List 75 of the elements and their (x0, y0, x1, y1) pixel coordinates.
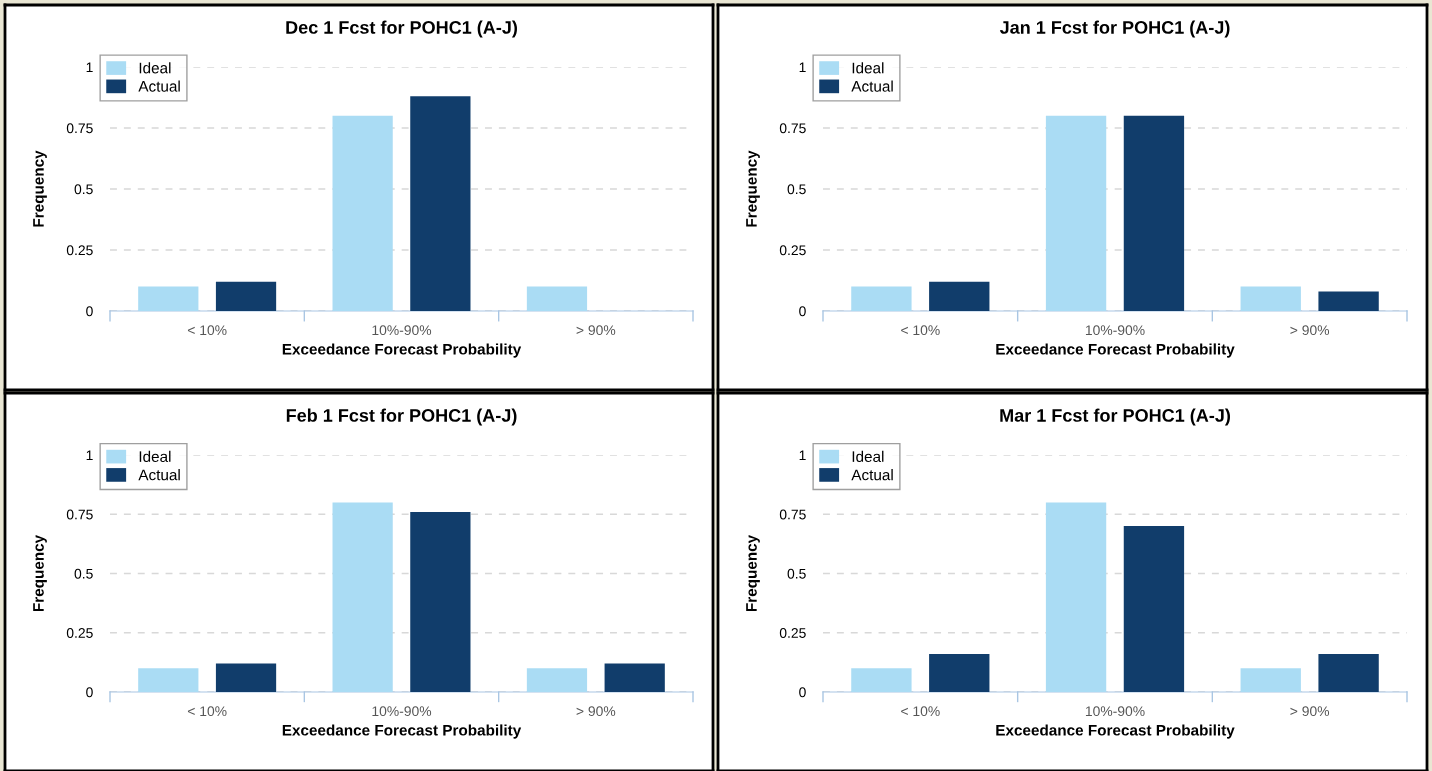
bar (410, 511, 471, 692)
y-tick-label: 0.5 (74, 184, 93, 195)
y-tick-label: 0.75 (66, 123, 93, 134)
chart-title: Jan 1 Fcst for POHC1 (A-J) (999, 20, 1230, 38)
y-tick-label: 0.25 (779, 628, 806, 638)
y-axis-title: Frequency (33, 534, 47, 612)
bar (138, 286, 199, 311)
y-tick-label: 0.5 (787, 568, 806, 579)
y-tick-label: 0.75 (66, 509, 93, 520)
x-axis-title: Exceedance Forecast Probability (996, 343, 1235, 358)
bar (332, 115, 393, 311)
bar (604, 663, 665, 692)
legend-label: Actual (851, 80, 893, 92)
x-tick-label: < 10% (187, 706, 227, 717)
y-tick-label: 0.5 (74, 568, 93, 579)
y-axis-title: Frequency (746, 150, 760, 227)
legend-label: Actual (138, 80, 180, 92)
x-axis-title: Exceedance Forecast Probability (282, 724, 522, 739)
bar (526, 286, 588, 311)
legend-label: Actual (138, 469, 180, 481)
x-tick-label: > 90% (576, 706, 616, 717)
y-tick-label: 1 (86, 450, 93, 461)
y-axis-title: Frequency (33, 150, 47, 227)
legend-label: Ideal (139, 62, 171, 74)
bar (929, 281, 990, 311)
bar (215, 281, 277, 311)
y-tick-label: 0.5 (787, 184, 806, 195)
chart-title: Dec 1 Fcst for POHC1 (A-J) (286, 20, 517, 38)
x-tick-label: < 10% (901, 325, 940, 336)
bar (1240, 668, 1301, 692)
x-axis-title: Exceedance Forecast Probability (282, 343, 522, 358)
bar (1123, 526, 1185, 692)
y-tick-label: 0 (799, 306, 806, 317)
bar (851, 286, 912, 311)
bar (1045, 502, 1107, 692)
bar (526, 668, 588, 692)
bar (1123, 115, 1185, 311)
legend-label: Ideal (852, 450, 884, 463)
y-axis-title: Frequency (746, 534, 760, 612)
x-axis-title: Exceedance Forecast Probability (996, 724, 1235, 739)
bar (215, 663, 277, 692)
bar (1240, 286, 1301, 311)
bar (138, 668, 199, 692)
bar (851, 668, 912, 692)
y-tick-label: 1 (86, 62, 93, 73)
y-tick-label: 0.25 (66, 245, 93, 256)
x-tick-label: 10%-90% (372, 706, 432, 717)
y-tick-label: 0.25 (66, 628, 93, 638)
y-tick-label: 0.25 (779, 245, 806, 256)
x-tick-label: 10%-90% (1085, 706, 1145, 717)
x-tick-label: < 10% (901, 706, 940, 717)
y-tick-label: 0 (799, 687, 806, 698)
legend-label: Ideal (852, 62, 884, 74)
y-tick-label: 0 (86, 687, 93, 698)
y-tick-label: 0 (86, 306, 93, 317)
bar (332, 502, 393, 692)
chart-title: Mar 1 Fcst for POHC1 (A-J) (1000, 408, 1230, 426)
y-tick-label: 1 (799, 450, 806, 461)
bar (410, 96, 471, 311)
y-tick-label: 0.75 (779, 509, 806, 520)
x-tick-label: > 90% (576, 325, 616, 336)
legend-label: Ideal (139, 450, 171, 463)
legend-label: Actual (851, 469, 893, 481)
bar (1318, 654, 1379, 692)
x-tick-label: < 10% (187, 325, 227, 336)
bar (1318, 291, 1379, 311)
y-tick-label: 0.75 (779, 123, 806, 134)
bar (1045, 115, 1107, 311)
bar (929, 654, 990, 692)
y-tick-label: 1 (799, 62, 806, 73)
x-tick-label: > 90% (1290, 325, 1330, 336)
x-tick-label: > 90% (1290, 706, 1330, 717)
x-tick-label: 10%-90% (372, 325, 432, 336)
x-tick-label: 10%-90% (1085, 325, 1145, 336)
chart-title: Feb 1 Fcst for POHC1 (A-J) (286, 408, 517, 426)
